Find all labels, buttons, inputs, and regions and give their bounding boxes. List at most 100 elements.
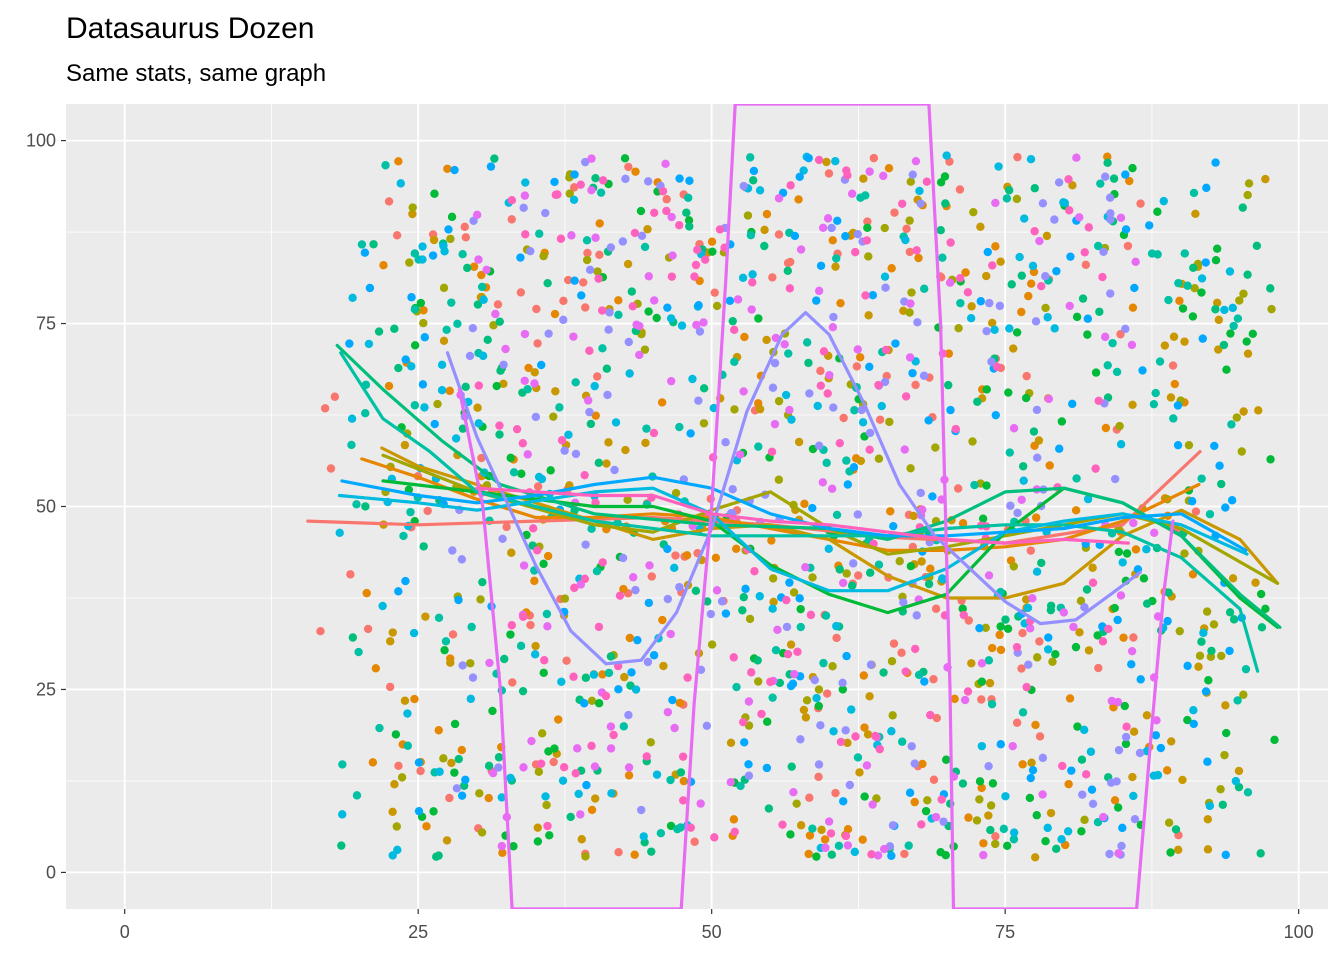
data-point [1226,329,1235,338]
data-point [1060,198,1069,208]
data-point [507,548,516,557]
data-point [549,757,558,767]
data-point [1203,757,1212,766]
data-point [1034,436,1044,445]
data-point [1184,440,1194,450]
data-point [944,349,954,358]
data-point [444,225,453,234]
data-point [874,560,884,569]
data-point [498,534,507,544]
data-point [597,306,607,315]
data-point [888,711,897,720]
data-point [1231,776,1241,786]
data-point [778,820,787,829]
smooth-line [457,104,1175,909]
data-point [630,228,640,238]
data-point [675,174,684,183]
data-point [1082,585,1092,594]
data-point [1018,760,1027,769]
data-point [1026,773,1035,783]
data-point [458,661,467,670]
data-point [435,767,444,776]
data-point [365,283,375,293]
data-point [864,252,873,261]
data-point [543,622,552,631]
data-point [495,421,504,430]
data-point [1114,849,1123,858]
data-point [808,444,818,454]
data-point [385,682,395,692]
data-point [621,445,630,455]
data-point [774,230,784,239]
data-point [521,178,530,187]
data-point [647,572,656,581]
data-point [1225,267,1235,276]
data-point [1065,206,1074,215]
data-point [839,413,848,423]
data-point [977,677,987,686]
data-point [804,849,813,859]
data-point [1244,179,1254,188]
data-point [1026,624,1035,633]
data-point [996,645,1006,655]
data-point [1099,247,1108,256]
data-point [799,705,809,715]
data-point [746,153,755,162]
smooth-lines [306,104,1282,909]
data-point [1188,570,1198,579]
data-point [1121,170,1130,179]
data-point [738,606,747,615]
data-point [690,272,699,281]
data-point [596,188,606,197]
data-point [814,155,824,165]
data-point [841,831,851,841]
data-point [1065,301,1074,311]
data-point [559,315,568,325]
data-point [442,836,452,845]
data-point [741,584,750,594]
data-point [1075,628,1084,637]
data-point [1107,696,1117,706]
data-point [1080,248,1089,257]
data-point [824,817,834,826]
data-point [908,170,917,179]
data-point [1116,591,1126,600]
data-point [858,835,867,844]
data-point [1122,722,1131,731]
data-point [1007,280,1016,289]
data-point [865,362,874,372]
data-point [1256,589,1266,599]
data-point [675,422,684,432]
data-point [694,396,703,405]
data-point [388,628,397,637]
smooth-line [445,311,1142,666]
data-point [1044,633,1053,642]
data-point [982,326,991,336]
data-point [865,167,874,176]
data-point [570,183,579,192]
data-point [348,293,357,303]
data-point [1128,400,1137,409]
data-point [901,667,910,676]
data-point [483,335,492,345]
data-point [410,694,419,704]
data-point [593,372,602,381]
data-point [1103,158,1112,168]
data-point [421,612,430,621]
chart-subtitle: Same stats, same graph [66,60,327,87]
data-point [532,304,541,314]
data-point [615,591,625,600]
data-point [875,415,885,424]
data-point [862,236,872,245]
smooth-line [335,343,1282,629]
data-point [1088,563,1097,572]
data-point [897,648,906,657]
data-point [1027,758,1036,767]
data-point [543,821,552,831]
data-point [392,231,402,240]
data-point [967,659,976,668]
data-point [845,780,855,790]
data-point [1191,507,1201,516]
data-point [640,242,650,252]
data-point [1129,633,1138,642]
